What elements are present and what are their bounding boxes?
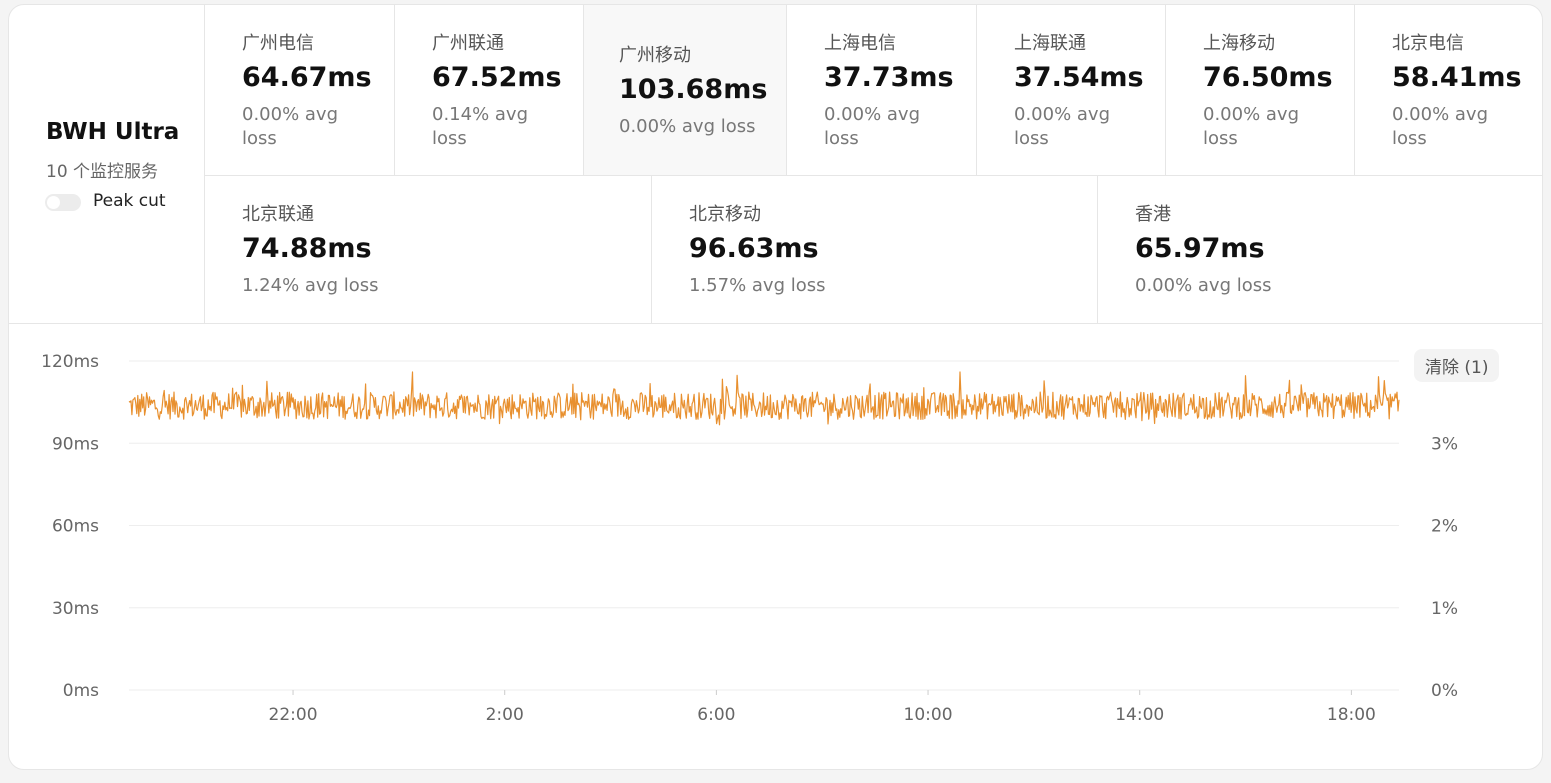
stat-label: 广州移动 <box>619 45 691 66</box>
stat-card[interactable]: 上海联通 37.54ms 0.00% avg loss <box>977 5 1166 176</box>
latency-chart: 0ms 30ms 60ms 90ms 120ms 0% 1% 2% 3% 22:00 2:00 6:0… <box>9 324 1542 769</box>
y-left-tick-label: 60ms <box>52 517 99 537</box>
latency-chart-svg: 0ms 30ms 60ms 90ms 120ms 0% 1% 2% 3% 22:00 2:00 6:0… <box>41 352 1458 725</box>
stat-latency-value: 76.50ms <box>1203 62 1333 93</box>
stat-latency-value: 37.73ms <box>824 62 954 93</box>
stat-label: 上海电信 <box>824 33 896 54</box>
stat-avg-loss: 0.00% avg loss <box>1135 275 1272 296</box>
y-left-tick-label: 90ms <box>52 434 99 454</box>
stat-card[interactable]: 北京电信 58.41ms 0.00% avg loss <box>1355 5 1542 176</box>
stat-latency-value: 74.88ms <box>242 233 372 264</box>
stat-latency-value: 37.54ms <box>1014 62 1144 93</box>
y-right-tick-label: 3% <box>1431 434 1458 454</box>
stat-card[interactable]: 广州电信 64.67ms 0.00% avg loss <box>205 5 395 176</box>
stat-latency-value: 65.97ms <box>1135 233 1265 264</box>
server-service-count: 10 个监控服务 <box>46 162 159 182</box>
peak-cut-label: Peak cut <box>93 191 166 211</box>
stat-avg-loss: 0.14% avg loss <box>432 104 529 149</box>
stat-card[interactable]: 北京移动 96.63ms 1.57% avg loss <box>652 176 1098 324</box>
stat-latency-value: 96.63ms <box>689 233 819 264</box>
stat-latency-value: 64.67ms <box>242 62 372 93</box>
stat-label: 广州联通 <box>432 33 504 54</box>
stat-card[interactable]: 香港 65.97ms 0.00% avg loss <box>1098 176 1542 324</box>
stat-label: 北京联通 <box>242 204 314 225</box>
stat-card[interactable]: 上海移动 76.50ms 0.00% avg loss <box>1166 5 1355 176</box>
y-left-tick-label: 30ms <box>52 599 99 619</box>
y-left-tick-label: 0ms <box>63 681 99 701</box>
y-right-tick-label: 1% <box>1431 599 1458 619</box>
peak-cut-toggle-knob <box>47 196 60 209</box>
x-tick-label: 10:00 <box>904 705 953 725</box>
stat-label: 香港 <box>1135 204 1171 225</box>
y-left-tick-label: 120ms <box>41 352 99 372</box>
stat-avg-loss: 0.00% avg loss <box>824 104 921 149</box>
stat-label: 北京电信 <box>1392 33 1464 54</box>
stat-label: 北京移动 <box>689 204 761 225</box>
stat-card[interactable]: 上海电信 37.73ms 0.00% avg loss <box>787 5 977 176</box>
stat-avg-loss: 0.00% avg loss <box>1203 104 1300 149</box>
y-right-tick-label: 2% <box>1431 517 1458 537</box>
server-name: BWH Ultra <box>46 119 180 145</box>
stat-avg-loss: 0.00% avg loss <box>242 104 339 149</box>
stat-avg-loss: 0.00% avg loss <box>619 116 756 137</box>
x-tick-label: 6:00 <box>697 705 735 725</box>
y-right-tick-label: 0% <box>1431 681 1458 701</box>
x-tick-label: 14:00 <box>1115 705 1164 725</box>
stat-label: 上海联通 <box>1014 33 1086 54</box>
server-info-panel: BWH Ultra 10 个监控服务 Peak cut <box>9 5 205 324</box>
stat-latency-value: 103.68ms <box>619 74 768 105</box>
stat-avg-loss: 1.24% avg loss <box>242 275 379 296</box>
stat-card[interactable]: 广州移动 103.68ms 0.00% avg loss <box>584 5 787 176</box>
stat-avg-loss: 0.00% avg loss <box>1392 104 1489 149</box>
stat-latency-value: 58.41ms <box>1392 62 1522 93</box>
peak-cut-toggle[interactable] <box>45 194 81 211</box>
stat-label: 广州电信 <box>242 33 314 54</box>
x-tick-label: 2:00 <box>486 705 524 725</box>
stat-latency-value: 67.52ms <box>432 62 562 93</box>
stat-avg-loss: 1.57% avg loss <box>689 275 826 296</box>
x-tick-label: 18:00 <box>1327 705 1376 725</box>
stat-label: 上海移动 <box>1203 33 1275 54</box>
monitor-card: BWH Ultra 10 个监控服务 Peak cut 广州电信 64.67ms 0… <box>8 4 1543 770</box>
stat-card[interactable]: 广州联通 67.52ms 0.14% avg loss <box>395 5 584 176</box>
stat-avg-loss: 0.00% avg loss <box>1014 104 1111 149</box>
latency-series-line <box>128 371 1400 426</box>
stat-card[interactable]: 北京联通 74.88ms 1.24% avg loss <box>205 176 652 324</box>
clear-button[interactable]: 清除 (1) <box>1414 349 1500 382</box>
x-tick-label: 22:00 <box>269 705 318 725</box>
